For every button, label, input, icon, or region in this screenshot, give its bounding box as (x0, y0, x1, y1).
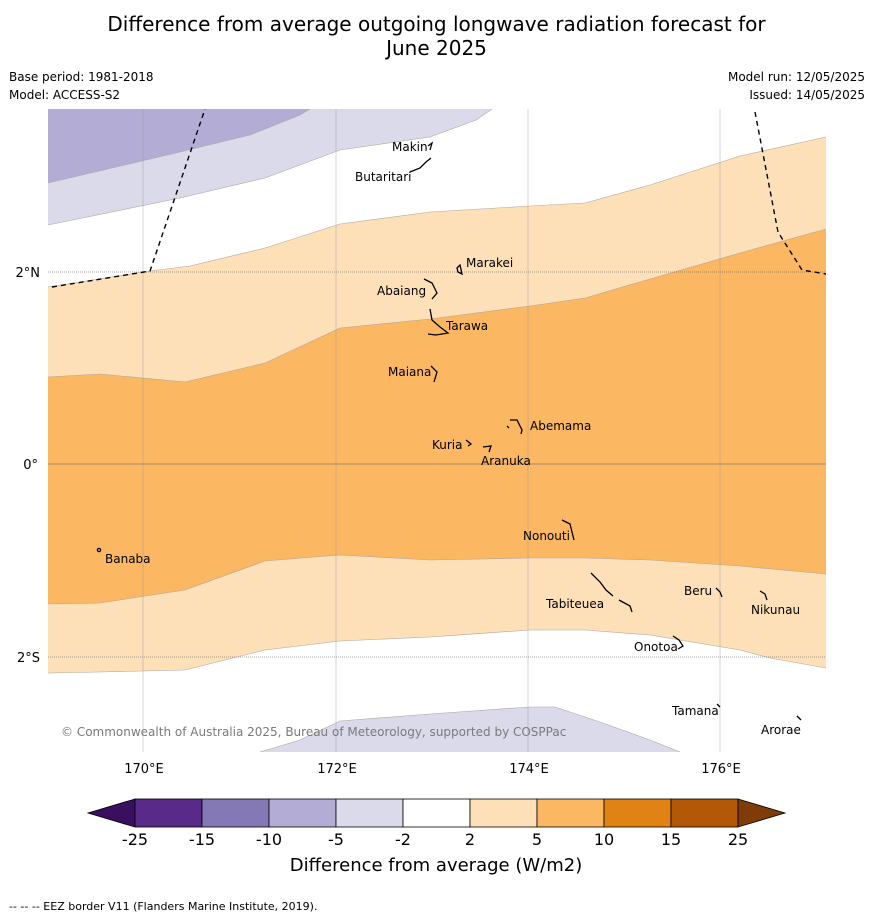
colorbar-label: Difference from average (W/m2) (290, 855, 582, 876)
model-run: Model run: 12/05/2025 (727, 70, 865, 84)
label-nikunau: Nikunau (751, 603, 800, 617)
label-onotoa: Onotoa (634, 640, 678, 654)
latitude-gridlines (48, 271, 826, 658)
colorbar-segment (335, 798, 404, 828)
latitude-labels: 2°N 0° 2°S (16, 266, 41, 666)
colorbar-ticks: -25 -15 -10 -5 -2 2 5 10 15 25 (122, 830, 748, 849)
lon-label-174e: 174°E (509, 762, 549, 777)
colorbar-segment (670, 798, 739, 828)
band-orange (48, 229, 826, 604)
island-abemama (506, 419, 523, 435)
band-light-purple-bottom (260, 707, 680, 752)
label-tabiteuea: Tabiteuea (545, 597, 604, 611)
colorbar-segment (134, 798, 203, 828)
band-purple-top (48, 109, 310, 183)
colorbar-tick: -15 (189, 830, 215, 849)
longitude-gridlines (142, 109, 721, 752)
copyright-text: © Commonwealth of Australia 2025, Bureau… (61, 725, 566, 739)
colorbar-tick: 25 (728, 830, 748, 849)
issued-date: Issued: 14/05/2025 (749, 88, 865, 102)
island-makin (427, 141, 434, 151)
island-outlines (96, 141, 802, 721)
place-labels: Makin Butaritari Marakei Abaiang Tarawa … (105, 140, 801, 737)
map-title: Difference from average outgoing longwav… (0, 12, 873, 60)
colorbar-arrow-min (86, 798, 136, 828)
label-tamana: Tamana (671, 704, 719, 718)
meta-right: Model run: 12/05/2025 Issued: 14/05/2025 (728, 68, 865, 104)
island-nonouti (561, 519, 575, 541)
colorbar-tick: -25 (122, 830, 148, 849)
island-banaba (96, 547, 102, 553)
island-nikunau (759, 590, 768, 601)
colorbar-segment (603, 798, 672, 828)
island-onotoa (672, 635, 684, 650)
base-period: Base period: 1981-2018 (9, 70, 154, 84)
eez-border (51, 109, 826, 288)
colorbar-tick: -2 (395, 830, 411, 849)
colorbar-segment (536, 798, 605, 828)
lon-label-170e: 170°E (124, 762, 164, 777)
island-abaiang (423, 278, 438, 300)
label-makin: Makin (392, 140, 428, 154)
label-tarawa: Tarawa (445, 319, 488, 333)
island-butaritari (409, 157, 432, 173)
eez-footnote: -- -- -- EEZ border V11 (Flanders Marine… (9, 900, 318, 913)
label-banaba: Banaba (105, 552, 151, 566)
label-marakei: Marakei (466, 256, 513, 270)
label-maiana: Maiana (388, 365, 431, 379)
colorbar-arrow-max (737, 798, 787, 828)
label-butaritari: Butaritari (355, 170, 412, 184)
lat-label-0: 0° (23, 458, 38, 473)
label-kuria: Kuria (432, 438, 463, 452)
colorbar-tick: -5 (328, 830, 344, 849)
title-line-2: June 2025 (386, 36, 487, 60)
island-tamana (716, 703, 721, 708)
label-nonouti: Nonouti (523, 529, 570, 543)
colorbar-segment (402, 798, 471, 828)
colorbar: -25 -15 -10 -5 -2 2 5 10 15 25 Differenc… (86, 798, 787, 876)
island-tarawa (427, 308, 450, 336)
lat-label-2s: 2°S (17, 651, 40, 666)
meta-left: Base period: 1981-2018 Model: ACCESS-S2 (9, 68, 154, 104)
colorbar-tick: 15 (661, 830, 681, 849)
colorbar-tick: -10 (256, 830, 282, 849)
label-aranuka: Aranuka (481, 454, 531, 468)
colorbar-tick: 10 (594, 830, 614, 849)
colorbar-segment (469, 798, 538, 828)
colorbar-tick: 2 (465, 830, 475, 849)
lon-label-176e: 176°E (701, 762, 741, 777)
label-arorae: Arorae (761, 723, 801, 737)
colorbar-segment (201, 798, 270, 828)
island-tabiteuea (590, 572, 633, 613)
contour-lines (48, 109, 826, 752)
lon-label-172e: 172°E (317, 762, 357, 777)
longitude-labels: 170°E 172°E 174°E 176°E (124, 762, 741, 777)
colorbar-tick: 5 (532, 830, 542, 849)
island-maiana (430, 365, 438, 383)
island-marakei (456, 263, 463, 276)
model-name: Model: ACCESS-S2 (9, 88, 121, 102)
island-aranuka (482, 445, 492, 453)
colorbar-segment (268, 798, 337, 828)
lat-label-2n: 2°N (16, 266, 41, 281)
island-beru (715, 587, 723, 598)
label-beru: Beru (684, 584, 712, 598)
map-area: Makin Butaritari Marakei Abaiang Tarawa … (48, 109, 826, 752)
island-arorae (796, 715, 802, 721)
label-abemama: Abemama (530, 419, 591, 433)
title-line-1: Difference from average outgoing longwav… (107, 12, 766, 36)
label-abaiang: Abaiang (377, 284, 426, 298)
island-kuria (465, 439, 473, 447)
